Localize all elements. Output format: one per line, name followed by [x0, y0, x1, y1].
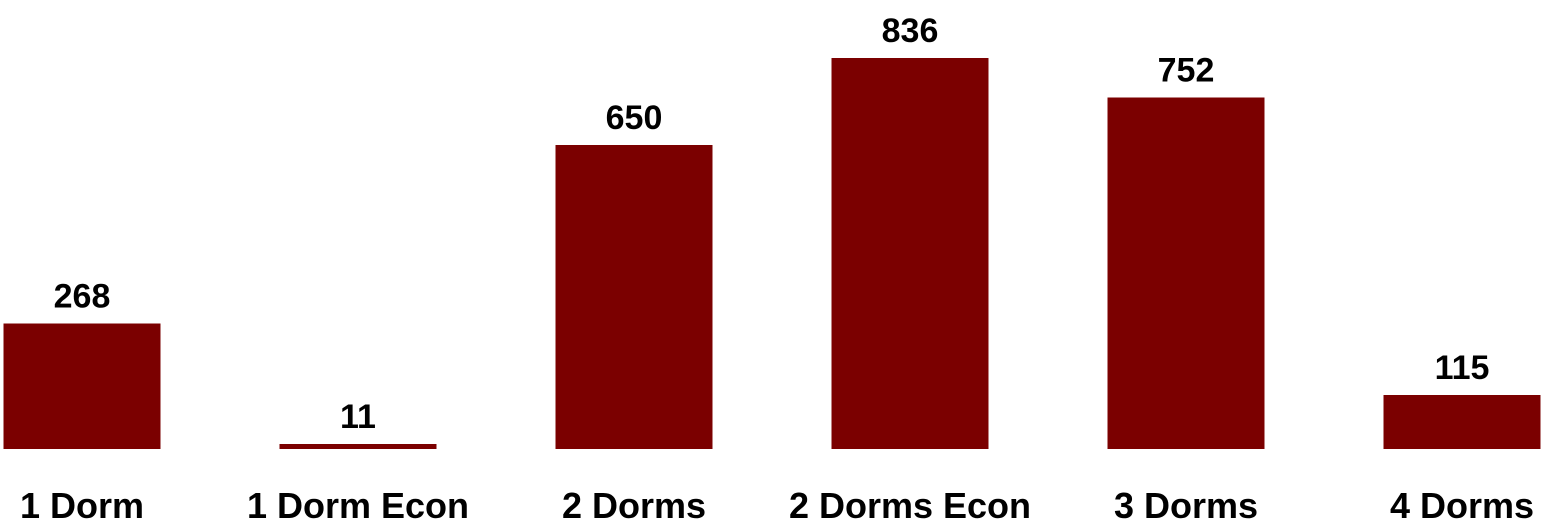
- value-labels-group: 268 11 650 836 752 115: [54, 12, 1490, 436]
- value-label: 11: [340, 398, 376, 436]
- value-label: 836: [882, 12, 939, 50]
- bar: [279, 443, 437, 449]
- value-label: 650: [606, 99, 663, 137]
- bar: [1107, 97, 1265, 449]
- bar: [1383, 395, 1541, 449]
- category-label: 1 Dorm: [20, 485, 144, 526]
- bar: [3, 323, 161, 449]
- category-labels-group: 1 Dorm 1 Dorm Econ 2 Dorms 2 Dorms Econ 3 Do…: [20, 485, 1534, 526]
- category-label: 3 Dorms: [1114, 485, 1258, 526]
- bar: [555, 144, 713, 449]
- category-label: 4 Dorms: [1390, 485, 1534, 526]
- category-label: 2 Dorms: [562, 485, 706, 526]
- bar: [831, 58, 989, 449]
- value-label: 268: [54, 278, 111, 316]
- category-label: 1 Dorm Econ: [247, 485, 469, 526]
- value-label: 752: [1158, 51, 1215, 89]
- value-label: 115: [1435, 349, 1490, 387]
- bars-group: [3, 58, 1541, 449]
- category-label: 2 Dorms Econ: [789, 485, 1031, 526]
